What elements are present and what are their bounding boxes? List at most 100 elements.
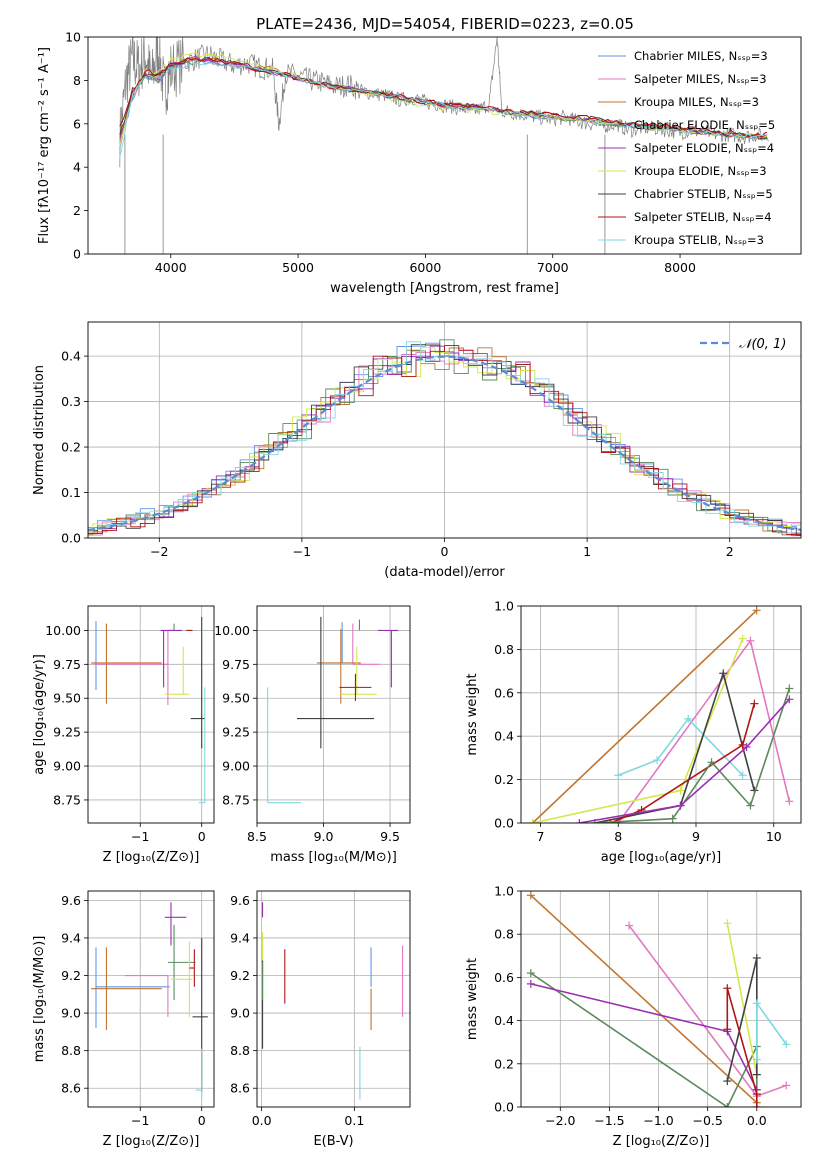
- axes-frame: [520, 890, 802, 1108]
- x-tick-label: 0: [198, 1113, 206, 1128]
- weight-marker: [723, 1025, 732, 1034]
- weight-line-4: [726, 923, 758, 1075]
- y-axis-label: mass [log₁₀(M/M⊙)]: [32, 936, 47, 1063]
- y-axis-label: mass weight: [465, 673, 480, 755]
- x-tick-label: −1.5: [594, 1113, 624, 1128]
- errorbar-point-6: [296, 616, 375, 749]
- y-axis-label: Flux [fλ10⁻¹⁷ erg cm⁻² s⁻¹ A⁻¹]: [37, 47, 52, 244]
- weight-marker: [752, 999, 761, 1008]
- y-tick-label: 9.50: [222, 691, 250, 706]
- errorbar-point-3: [167, 623, 175, 631]
- weight-marker: [707, 758, 716, 767]
- x-tick-label: 0: [198, 829, 206, 844]
- plot-area: [257, 606, 410, 823]
- weight-marker: [526, 969, 535, 978]
- y-tick-label: 0.4: [494, 1013, 514, 1028]
- weight-marker: [785, 797, 794, 806]
- weight-line-6: [726, 987, 758, 1107]
- weight-marker: [723, 1077, 732, 1086]
- x-tick-label: 1: [583, 544, 591, 559]
- legend-label: Kroupa MILES, Nₛₛₚ=3: [634, 95, 759, 109]
- legend-label: Salpeter MILES, Nₛₛₚ=3: [634, 72, 767, 86]
- y-tick-label: 8.6: [230, 1081, 250, 1096]
- weight-marker: [653, 756, 662, 765]
- errorbar-point-2: [91, 947, 162, 1030]
- x-axis-label: E(B-V): [313, 1134, 353, 1149]
- weight-marker: [526, 979, 535, 988]
- weight-line-4: [594, 670, 756, 823]
- x-tick-label: −1: [293, 544, 311, 559]
- x-tick-label: 9.0: [314, 829, 334, 844]
- weight-marker: [676, 786, 685, 795]
- plot-area: [521, 891, 801, 1107]
- x-tick-label: 9.5: [380, 829, 400, 844]
- axes-frame: [87, 321, 802, 539]
- axes-frame: [256, 890, 411, 1108]
- plot-area: [88, 322, 801, 538]
- y-tick-label: 0.6: [494, 970, 514, 985]
- y-tick-label: 0.4: [61, 349, 81, 364]
- x-axis-label: (data-model)/error: [384, 565, 505, 580]
- weight-line-7: [579, 698, 790, 823]
- x-tick-label: −2: [150, 544, 168, 559]
- weight-line-5: [610, 703, 756, 823]
- histogram-2: [88, 347, 801, 537]
- legend-label: Kroupa ELODIE, Nₛₛₚ=3: [634, 164, 767, 178]
- y-tick-label: 2: [73, 203, 81, 218]
- y-tick-label: 9.4: [230, 930, 250, 945]
- weight-marker: [750, 699, 759, 708]
- x-tick-label: 8000: [664, 260, 696, 275]
- y-tick-label: 9.00: [222, 759, 250, 774]
- y-tick-label: 8.6: [61, 1081, 81, 1096]
- legend-label: Chabrier MILES, Nₛₛₚ=3: [634, 49, 768, 63]
- weight-marker: [528, 819, 537, 823]
- weight-marker: [752, 1055, 761, 1064]
- weight-marker: [614, 771, 623, 780]
- axes-residuals: −2 −1 0 1 2 0.0 0.1 0.2 0.3 0.4 (data-model)/error…: [32, 321, 802, 580]
- weight-marker: [752, 1090, 761, 1099]
- x-axis-label: wavelength [Angstrom, rest frame]: [330, 281, 559, 296]
- y-tick-label: 8.8: [230, 1043, 250, 1058]
- legend-label: 𝒩(0, 1): [739, 337, 786, 352]
- y-tick-label: 9.4: [61, 930, 81, 945]
- errorbar-point-5: [170, 941, 193, 1017]
- x-tick-label: 2: [726, 544, 734, 559]
- y-tick-label: 8.8: [61, 1043, 81, 1058]
- axes-mass_weight_vs_Z: −2.0 −1.5 −1.0 −0.5 0.0 0.0 0.2 0.4 0.6 0.8 1.0 Z […: [465, 884, 802, 1149]
- weight-marker: [738, 771, 747, 780]
- weight-marker: [526, 891, 535, 900]
- weight-marker: [606, 819, 615, 823]
- y-tick-label: 10: [65, 30, 81, 45]
- y-axis-label: Normed distribution: [32, 365, 47, 495]
- x-tick-label: 4000: [155, 260, 187, 275]
- y-tick-label: 0.2: [61, 440, 81, 455]
- x-tick-label: 0: [441, 544, 449, 559]
- errorbar-point-7: [339, 673, 372, 701]
- errorbar-point-8: [195, 1048, 203, 1098]
- weight-marker: [746, 801, 755, 810]
- weight-marker: [742, 743, 751, 752]
- weight-marker: [719, 669, 728, 678]
- x-tick-label: 8.5: [247, 829, 267, 844]
- weight-marker: [684, 714, 693, 723]
- weight-line-2: [530, 972, 758, 1107]
- weight-marker: [723, 984, 732, 993]
- weight-marker: [723, 1103, 732, 1107]
- y-tick-label: 10.00: [214, 623, 250, 638]
- model-line-6: [119, 57, 768, 140]
- legend-label: Salpeter STELIB, Nₛₛₚ=4: [634, 210, 772, 224]
- y-tick-label: 0: [73, 247, 81, 262]
- y-tick-label: 9.2: [61, 968, 81, 983]
- y-tick-label: 0.6: [494, 685, 514, 700]
- weight-marker: [575, 819, 584, 823]
- weight-line-7: [756, 1000, 787, 1060]
- weight-marker: [785, 695, 794, 704]
- legend-label: Kroupa STELIB, Nₛₛₚ=3: [634, 233, 764, 247]
- y-tick-label: 9.6: [230, 893, 250, 908]
- y-tick-label: 8.75: [222, 792, 250, 807]
- y-tick-label: 1.0: [494, 599, 514, 614]
- y-tick-label: 9.75: [222, 657, 250, 672]
- weight-marker: [785, 684, 794, 693]
- weight-line-5: [726, 957, 758, 1082]
